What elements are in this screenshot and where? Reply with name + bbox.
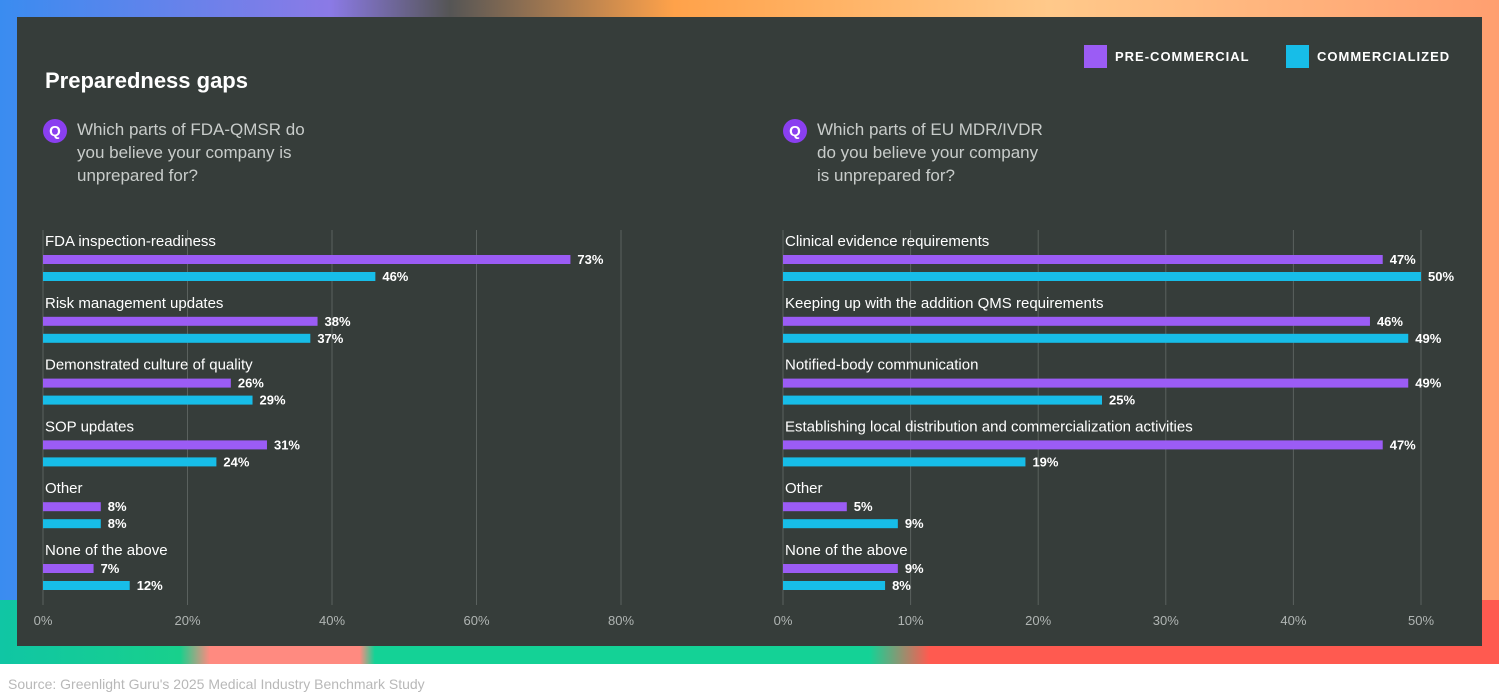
legend-label-com: COMMERCIALIZED bbox=[1317, 49, 1451, 64]
page-title: Preparedness gaps bbox=[45, 68, 248, 93]
data-label: 8% bbox=[108, 516, 127, 531]
category-label: Notified-body communication bbox=[785, 357, 978, 374]
data-label: 47% bbox=[1390, 252, 1416, 267]
data-label: 37% bbox=[317, 331, 343, 346]
x-tick-label: 60% bbox=[463, 613, 489, 628]
data-label: 49% bbox=[1415, 331, 1441, 346]
category-label: Keeping up with the addition QMS require… bbox=[785, 295, 1104, 312]
x-tick-label: 40% bbox=[319, 613, 345, 628]
category-label: None of the above bbox=[45, 542, 168, 559]
bar-pre-commercial bbox=[783, 502, 847, 512]
data-label: 5% bbox=[854, 499, 873, 514]
data-label: 47% bbox=[1390, 437, 1416, 452]
data-label: 29% bbox=[260, 393, 286, 408]
bar-commercialized bbox=[43, 272, 376, 281]
bar-commercialized bbox=[43, 457, 217, 467]
data-label: 19% bbox=[1032, 454, 1058, 469]
bar-commercialized bbox=[43, 395, 253, 405]
category-label: Other bbox=[785, 480, 823, 497]
bar-pre-commercial bbox=[783, 378, 1409, 388]
x-tick-label: 20% bbox=[174, 613, 200, 628]
x-tick-label: 40% bbox=[1280, 613, 1306, 628]
data-label: 9% bbox=[905, 561, 924, 576]
x-tick-label: 20% bbox=[1025, 613, 1051, 628]
data-label: 31% bbox=[274, 437, 300, 452]
question-line: unprepared for? bbox=[77, 166, 198, 185]
category-label: Demonstrated culture of quality bbox=[45, 357, 253, 374]
category-label: None of the above bbox=[785, 542, 908, 559]
data-label: 49% bbox=[1415, 376, 1441, 391]
data-label: 7% bbox=[101, 561, 120, 576]
question-line: you believe your company is bbox=[77, 143, 292, 162]
bar-pre-commercial bbox=[43, 255, 571, 264]
data-label: 26% bbox=[238, 376, 264, 391]
bar-commercialized bbox=[43, 333, 311, 343]
bar-pre-commercial bbox=[43, 502, 101, 512]
data-label: 46% bbox=[382, 269, 408, 284]
bar-commercialized bbox=[43, 581, 130, 590]
question-fda: Q Which parts of FDA-QMSR do you believe… bbox=[43, 118, 305, 187]
bar-commercialized bbox=[783, 581, 886, 590]
bar-commercialized bbox=[43, 519, 101, 529]
question-line: Which parts of EU MDR/IVDR bbox=[817, 120, 1043, 139]
data-label: 50% bbox=[1428, 269, 1454, 284]
bar-pre-commercial bbox=[43, 378, 231, 388]
legend-pre-commercial: PRE-COMMERCIAL bbox=[1084, 45, 1250, 68]
legend-label-pre: PRE-COMMERCIAL bbox=[1115, 49, 1250, 64]
category-label: SOP updates bbox=[45, 418, 134, 435]
bar-commercialized bbox=[783, 519, 898, 529]
x-tick-label: 80% bbox=[608, 613, 634, 628]
category-label: Clinical evidence requirements bbox=[785, 233, 989, 250]
bar-pre-commercial bbox=[783, 255, 1383, 264]
bar-commercialized bbox=[783, 457, 1026, 467]
question-icon: Q bbox=[43, 119, 67, 143]
bar-pre-commercial bbox=[43, 440, 267, 450]
data-label: 12% bbox=[137, 578, 163, 593]
bar-commercialized bbox=[783, 333, 1409, 343]
bar-commercialized bbox=[783, 395, 1102, 405]
question-line: Which parts of FDA-QMSR do bbox=[77, 120, 305, 139]
question-line: is unprepared for? bbox=[817, 166, 955, 185]
x-tick-label: 10% bbox=[898, 613, 924, 628]
x-tick-label: 0% bbox=[34, 613, 53, 628]
data-label: 8% bbox=[108, 499, 127, 514]
x-tick-label: 30% bbox=[1153, 613, 1179, 628]
data-label: 46% bbox=[1377, 314, 1403, 329]
source-note: Source: Greenlight Guru's 2025 Medical I… bbox=[8, 676, 425, 692]
bar-commercialized bbox=[783, 272, 1421, 281]
bar-pre-commercial bbox=[43, 316, 318, 326]
data-label: 73% bbox=[577, 252, 603, 267]
bar-pre-commercial bbox=[783, 564, 898, 573]
legend-commercialized: COMMERCIALIZED bbox=[1286, 45, 1450, 68]
data-label: 9% bbox=[905, 516, 924, 531]
x-tick-label: 0% bbox=[774, 613, 793, 628]
data-label: 38% bbox=[325, 314, 351, 329]
category-label: Establishing local distribution and comm… bbox=[785, 418, 1193, 435]
category-label: Other bbox=[45, 480, 83, 497]
category-label: Risk management updates bbox=[45, 295, 223, 312]
question-line: do you believe your company bbox=[817, 143, 1039, 162]
legend-swatch-com bbox=[1286, 45, 1309, 68]
legend-swatch-pre bbox=[1084, 45, 1107, 68]
chart-panel bbox=[17, 17, 1482, 646]
question-icon: Q bbox=[783, 119, 807, 143]
data-label: 24% bbox=[223, 454, 249, 469]
x-tick-label: 50% bbox=[1408, 613, 1434, 628]
bar-pre-commercial bbox=[783, 440, 1383, 450]
bar-pre-commercial bbox=[43, 564, 94, 573]
data-label: 25% bbox=[1109, 393, 1135, 408]
data-label: 8% bbox=[892, 578, 911, 593]
question-eu: Q Which parts of EU MDR/IVDR do you beli… bbox=[783, 118, 1043, 187]
category-label: FDA inspection-readiness bbox=[45, 233, 216, 250]
bar-pre-commercial bbox=[783, 316, 1370, 326]
